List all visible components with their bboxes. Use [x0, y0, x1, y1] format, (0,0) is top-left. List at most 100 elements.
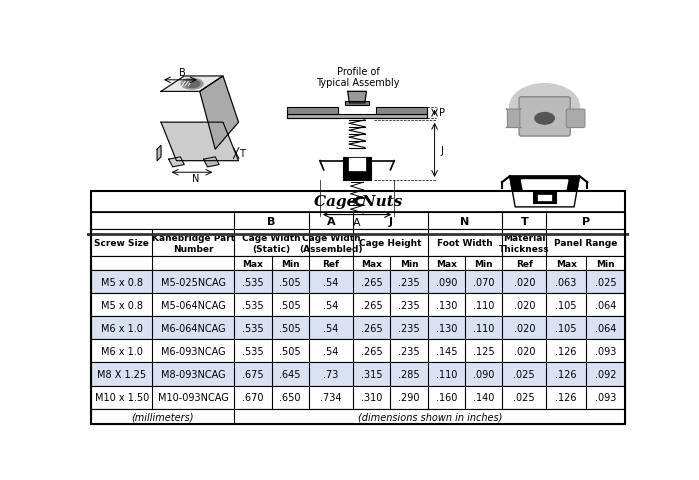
Text: Min: Min	[400, 259, 419, 268]
Text: .126: .126	[556, 392, 577, 402]
Text: Max: Max	[361, 259, 382, 268]
Bar	[92, 257, 625, 270]
Text: N: N	[460, 216, 470, 226]
Text: .126: .126	[556, 346, 577, 356]
Text: .670: .670	[243, 392, 264, 402]
Ellipse shape	[185, 81, 200, 88]
Text: .265: .265	[361, 300, 382, 310]
Text: .025: .025	[514, 392, 535, 402]
Text: Material
Thickness: Material Thickness	[499, 233, 549, 253]
FancyBboxPatch shape	[519, 97, 570, 137]
Text: .535: .535	[243, 323, 264, 333]
Text: .265: .265	[361, 277, 382, 287]
Bar	[92, 192, 625, 213]
Text: .063: .063	[556, 277, 577, 287]
Text: T: T	[521, 216, 528, 226]
Bar	[92, 230, 625, 257]
Text: M10 x 1.50: M10 x 1.50	[94, 392, 149, 402]
Text: .535: .535	[243, 300, 264, 310]
Text: N: N	[192, 173, 199, 183]
Text: .090: .090	[435, 277, 457, 287]
Text: .020: .020	[514, 277, 535, 287]
Text: Typical Assembly: Typical Assembly	[317, 78, 400, 88]
Text: C: C	[353, 195, 363, 209]
Text: T: T	[238, 149, 245, 158]
Bar	[92, 340, 625, 363]
Bar	[537, 194, 552, 202]
Text: Foot Width: Foot Width	[437, 239, 493, 248]
Text: .093: .093	[595, 392, 617, 402]
Text: .126: .126	[556, 369, 577, 379]
Text: .265: .265	[361, 323, 382, 333]
Text: P: P	[440, 108, 445, 118]
Text: M10-093NCAG: M10-093NCAG	[158, 392, 229, 402]
Text: .310: .310	[361, 392, 382, 402]
Bar	[92, 213, 625, 230]
Text: Ref: Ref	[322, 259, 340, 268]
Text: .125: .125	[473, 346, 494, 356]
Text: .105: .105	[556, 300, 577, 310]
Text: .535: .535	[243, 346, 264, 356]
Text: B: B	[178, 68, 185, 78]
Text: .160: .160	[435, 392, 457, 402]
Polygon shape	[157, 146, 161, 161]
Text: .734: .734	[320, 392, 342, 402]
Bar	[343, 157, 371, 180]
Text: .54: .54	[324, 277, 339, 287]
Text: .070: .070	[473, 277, 494, 287]
Text: .025: .025	[595, 277, 617, 287]
Text: Cage Height: Cage Height	[359, 239, 421, 248]
Text: .505: .505	[280, 277, 301, 287]
Polygon shape	[168, 157, 185, 168]
Text: .020: .020	[514, 323, 535, 333]
Text: .110: .110	[473, 323, 494, 333]
Text: P: P	[582, 216, 590, 226]
Text: .064: .064	[595, 300, 617, 310]
Text: .315: .315	[361, 369, 382, 379]
Text: .290: .290	[398, 392, 420, 402]
Text: A: A	[353, 218, 361, 228]
Bar	[92, 363, 625, 386]
Text: Cage Nuts: Cage Nuts	[314, 195, 403, 209]
Text: .235: .235	[398, 346, 420, 356]
Bar	[92, 270, 625, 293]
Text: .285: .285	[398, 369, 420, 379]
Bar	[92, 409, 625, 424]
Bar	[287, 108, 338, 119]
Text: J: J	[441, 145, 444, 156]
Text: Max: Max	[556, 259, 577, 268]
Text: .675: .675	[243, 369, 264, 379]
Bar	[92, 386, 625, 409]
Bar	[92, 192, 625, 424]
Polygon shape	[161, 77, 223, 92]
Text: M5 x 0.8: M5 x 0.8	[101, 277, 143, 287]
Text: B: B	[268, 216, 276, 226]
Text: .505: .505	[280, 323, 301, 333]
Text: M5-064NCAG: M5-064NCAG	[161, 300, 226, 310]
Text: Kanebridge Part
Number: Kanebridge Part Number	[152, 233, 235, 253]
Text: Profile of: Profile of	[337, 66, 380, 76]
Bar	[92, 293, 625, 316]
Text: .105: .105	[556, 323, 577, 333]
Polygon shape	[203, 157, 219, 168]
Text: M6-064NCAG: M6-064NCAG	[161, 323, 226, 333]
Text: Min: Min	[281, 259, 300, 268]
Bar	[348, 157, 366, 171]
Text: .505: .505	[280, 346, 301, 356]
Text: Min: Min	[474, 259, 493, 268]
Bar	[92, 316, 625, 340]
Text: .645: .645	[280, 369, 301, 379]
Bar	[377, 108, 427, 119]
Text: .235: .235	[398, 277, 420, 287]
Text: .54: .54	[324, 300, 339, 310]
Bar	[287, 114, 427, 119]
Text: Max: Max	[436, 259, 456, 268]
Bar	[533, 192, 556, 204]
Polygon shape	[510, 177, 579, 207]
Polygon shape	[521, 180, 568, 204]
Text: .265: .265	[361, 346, 382, 356]
Text: Ref: Ref	[516, 259, 533, 268]
Text: .110: .110	[435, 369, 457, 379]
Text: .54: .54	[324, 323, 339, 333]
Text: .025: .025	[514, 369, 535, 379]
